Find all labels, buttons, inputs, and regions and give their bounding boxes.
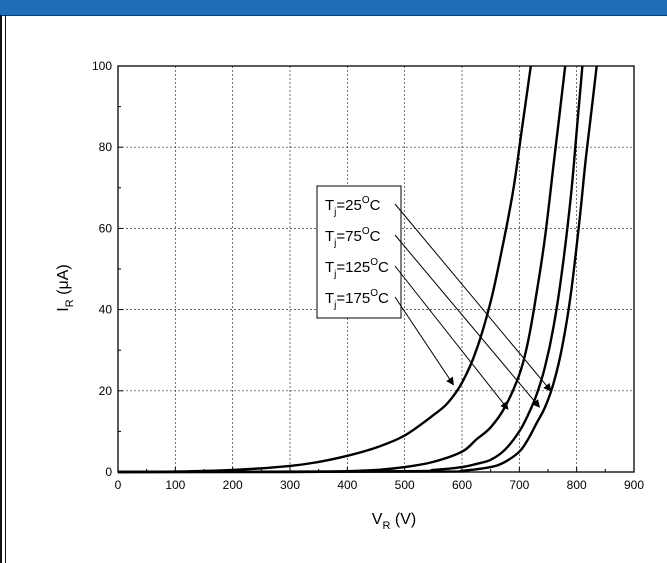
y-tick-label: 80	[99, 140, 113, 154]
annotation-box: Tj=25OC Tj=75OC Tj=125OC Tj=175OC	[316, 185, 552, 410]
annotation-box-frame	[316, 185, 402, 319]
y-axis-title-main: I	[55, 307, 72, 311]
left-border-rule-inner	[5, 15, 6, 563]
series-line	[117, 65, 532, 474]
x-tick-label: 100	[165, 478, 185, 492]
x-axis-title-main: V	[372, 511, 383, 528]
annotation-label: Tj=75OC	[325, 226, 381, 249]
y-tick-label: 0	[105, 465, 112, 479]
y-tick-label: 40	[99, 303, 113, 317]
x-axis-title: VR (V)	[372, 511, 416, 532]
annotation-label: Tj=125OC	[325, 257, 389, 280]
annotation-arrow	[394, 265, 509, 410]
ticks	[117, 65, 635, 473]
y-axis-title: IR (μA)	[55, 264, 76, 311]
annotation-label: Tj=25OC	[325, 195, 381, 218]
x-tick-label: 400	[337, 478, 357, 492]
series-line	[117, 65, 598, 474]
y-tick-label: 20	[99, 384, 113, 398]
curves	[117, 65, 598, 474]
y-axis-title-unit: (μA)	[55, 264, 72, 299]
x-tick-label: 500	[395, 478, 415, 492]
x-axis-title-sub: R	[382, 520, 390, 532]
x-tick-label: 800	[567, 478, 587, 492]
x-axis-title-unit: (V)	[390, 511, 416, 528]
x-tick-label: 0	[115, 478, 122, 492]
annotation-label: Tj=175OC	[325, 288, 389, 311]
x-tick-label: 900	[624, 478, 644, 492]
left-border-rule	[0, 15, 2, 563]
top-banner	[0, 0, 667, 16]
annotation-arrow	[394, 296, 454, 386]
x-tick-label: 600	[452, 478, 472, 492]
x-tick-label: 700	[509, 478, 529, 492]
annotation-arrow	[394, 203, 552, 392]
y-tick-label: 60	[99, 221, 113, 235]
y-tick-label: 100	[92, 59, 112, 73]
x-tick-label: 300	[280, 478, 300, 492]
x-tick-label: 200	[223, 478, 243, 492]
tick-labels: 0 100 200 300 400 500 600 700 800 900 0 20 40 60 80 100	[92, 59, 644, 492]
annotation-arrow	[394, 234, 541, 408]
y-axis-title-sub: R	[64, 299, 76, 307]
